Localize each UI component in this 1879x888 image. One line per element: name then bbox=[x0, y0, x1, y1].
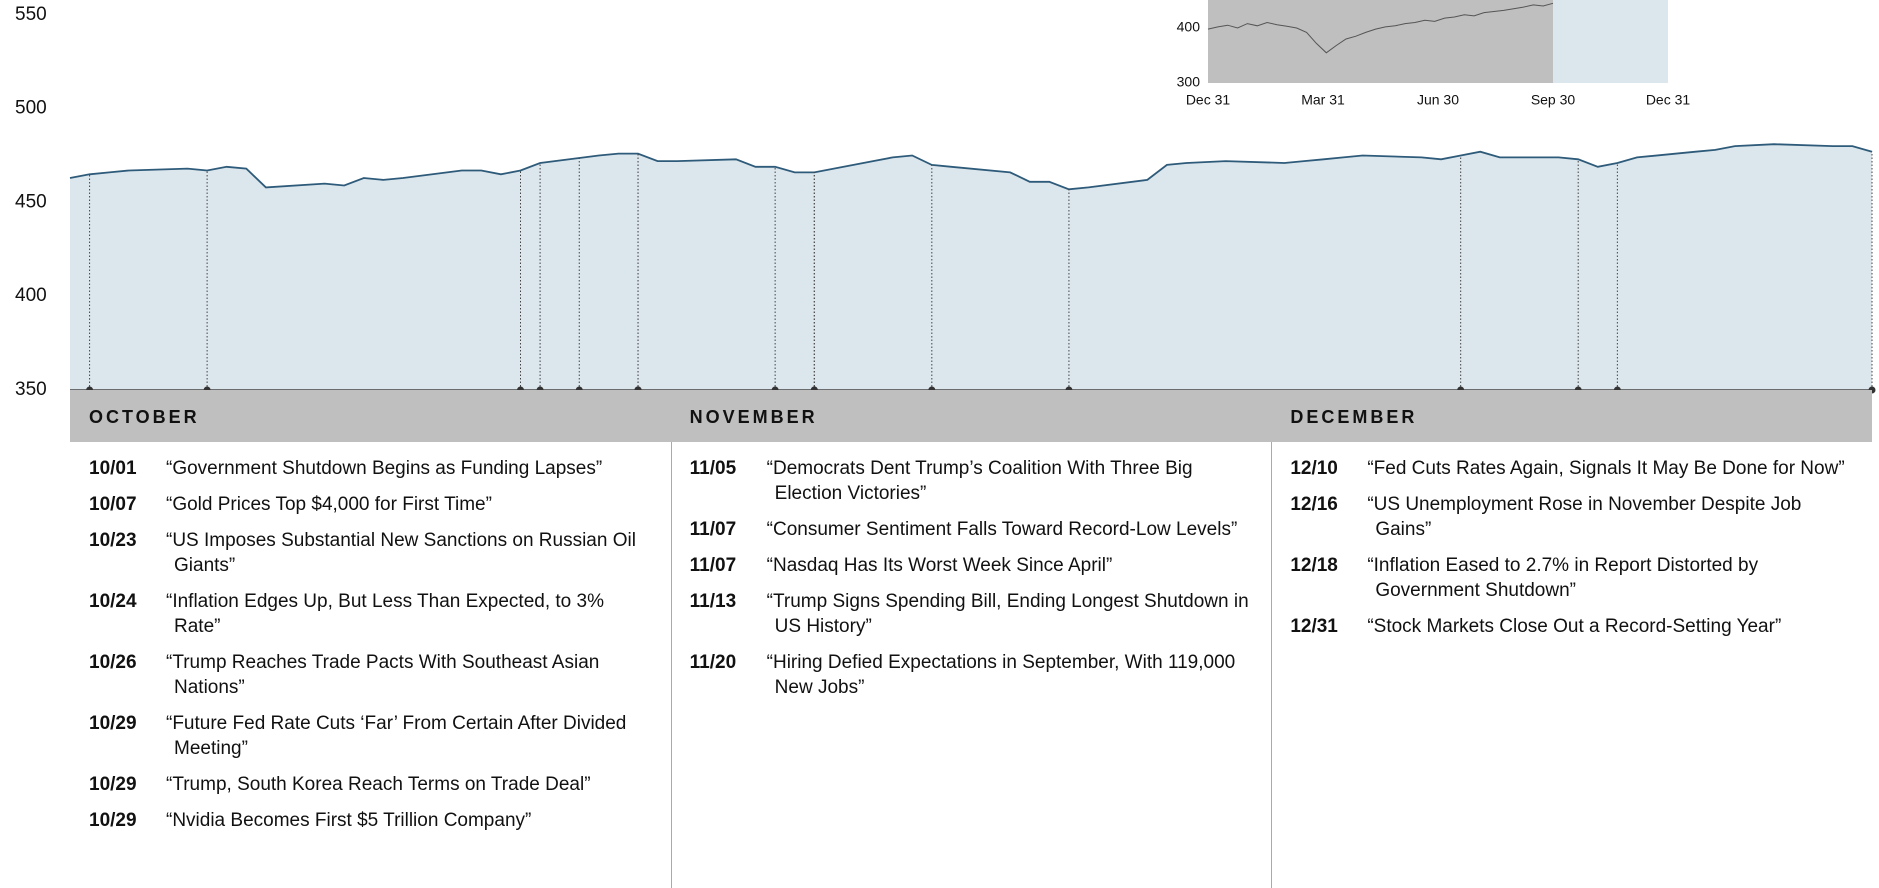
column-separator bbox=[1271, 442, 1273, 888]
event: 12/16 “US Unemployment Rose in November D… bbox=[1290, 492, 1852, 542]
inset-x-tick-label: Dec 31 bbox=[1186, 92, 1231, 108]
inset-line bbox=[1207, 2, 1554, 54]
inset-band bbox=[1208, 0, 1323, 83]
event-headline: “Gold Prices Top $4,000 for First Time” bbox=[166, 494, 492, 515]
event-headline: “US Unemployment Rose in November Despit… bbox=[1367, 494, 1802, 540]
y-tick-label: 400 bbox=[15, 285, 47, 306]
event-date: 11/20 bbox=[689, 652, 737, 673]
inset-x-tick-label: Mar 31 bbox=[1301, 92, 1345, 108]
event-date: 10/24 bbox=[89, 591, 137, 612]
event: 10/24 “Inflation Edges Up, But Less Than … bbox=[89, 589, 651, 639]
event: 11/13 “Trump Signs Spending Bill, Ending … bbox=[690, 589, 1252, 639]
inset-y-tick-label: 300 bbox=[1177, 74, 1201, 90]
event-date: 10/29 bbox=[89, 774, 137, 795]
event-date: 10/23 bbox=[89, 530, 137, 551]
event-headline: “Trump Signs Spending Bill, Ending Longe… bbox=[766, 591, 1249, 637]
event-headline: “Government Shutdown Begins as Funding L… bbox=[166, 458, 603, 479]
event-date: 12/31 bbox=[1290, 616, 1338, 637]
event-date: 11/07 bbox=[689, 555, 737, 576]
event: 12/18 “Inflation Eased to 2.7% in Report … bbox=[1290, 553, 1852, 603]
event: 10/26 “Trump Reaches Trade Pacts With Sou… bbox=[89, 650, 651, 700]
event-list: 12/10 “Fed Cuts Rates Again, Signals It M… bbox=[1271, 442, 1872, 639]
y-tick-label: 550 bbox=[15, 4, 47, 25]
event-headline: “Trump, South Korea Reach Terms on Trade… bbox=[166, 774, 591, 795]
month-header: NOVEMBER bbox=[670, 390, 1272, 442]
month-header: OCTOBER bbox=[70, 390, 671, 442]
month-column: DECEMBER 12/10 “Fed Cuts Rates Again, Sign… bbox=[1271, 390, 1872, 888]
event-list: 10/01 “Government Shutdown Begins as Fund… bbox=[70, 442, 671, 833]
event: 10/07 “Gold Prices Top $4,000 for First T… bbox=[89, 492, 651, 517]
inset-band bbox=[1323, 0, 1438, 83]
area-fill bbox=[70, 144, 1872, 390]
event-date: 11/13 bbox=[689, 591, 737, 612]
event-headline: “Trump Reaches Trade Pacts With Southeas… bbox=[166, 652, 600, 698]
event-headline: “Inflation Edges Up, But Less Than Expec… bbox=[166, 591, 604, 637]
event-date: 10/01 bbox=[89, 458, 137, 479]
event: 12/10 “Fed Cuts Rates Again, Signals It M… bbox=[1290, 456, 1852, 481]
event-headline: “Hiring Defied Expectations in September… bbox=[766, 652, 1236, 698]
event-headline: “Stock Markets Close Out a Record-Settin… bbox=[1367, 616, 1782, 637]
event-headline: “Future Fed Rate Cuts ‘Far’ From Certain… bbox=[166, 713, 627, 759]
event-headline: “Fed Cuts Rates Again, Signals It May Be… bbox=[1367, 458, 1845, 479]
inset-x-tick-label: Jun 30 bbox=[1417, 92, 1459, 108]
event: 10/29 “Future Fed Rate Cuts ‘Far’ From Ce… bbox=[89, 711, 651, 761]
inset-x-tick-label: Sep 30 bbox=[1531, 92, 1576, 108]
event: 10/29 “Trump, South Korea Reach Terms on … bbox=[89, 772, 651, 797]
event-date: 10/29 bbox=[89, 810, 137, 831]
event-date: 12/16 bbox=[1290, 494, 1338, 515]
event: 10/01 “Government Shutdown Begins as Fund… bbox=[89, 456, 651, 481]
event-headline: “Nasdaq Has Its Worst Week Since April” bbox=[766, 555, 1113, 576]
event: 11/20 “Hiring Defied Expectations in Sept… bbox=[690, 650, 1252, 700]
inset-y-tick-label: 400 bbox=[1177, 19, 1201, 35]
event-list: 11/05 “Democrats Dent Trump’s Coalition W… bbox=[671, 442, 1272, 700]
event-date: 12/18 bbox=[1290, 555, 1338, 576]
month-column: OCTOBER 10/01 “Government Shutdown Begins … bbox=[70, 390, 671, 888]
inset-band bbox=[1438, 0, 1553, 83]
event-headline: “Inflation Eased to 2.7% in Report Disto… bbox=[1367, 555, 1759, 601]
event-headline: “US Imposes Substantial New Sanctions on… bbox=[166, 530, 636, 576]
event: 10/23 “US Imposes Substantial New Sanctio… bbox=[89, 528, 651, 578]
event-date: 10/26 bbox=[89, 652, 137, 673]
event: 11/05 “Democrats Dent Trump’s Coalition W… bbox=[690, 456, 1252, 506]
event-date: 11/05 bbox=[689, 458, 737, 479]
event-headline: “Consumer Sentiment Falls Toward Record-… bbox=[766, 519, 1238, 540]
event-date: 10/29 bbox=[89, 713, 137, 734]
inset-x-tick-label: Dec 31 bbox=[1646, 92, 1691, 108]
event-date: 10/07 bbox=[89, 494, 137, 515]
event-headline: “Democrats Dent Trump’s Coalition With T… bbox=[766, 458, 1193, 504]
event-headline: “Nvidia Becomes First $5 Trillion Compan… bbox=[166, 810, 532, 831]
month-header: DECEMBER bbox=[1271, 390, 1872, 442]
event: 10/29 “Nvidia Becomes First $5 Trillion C… bbox=[89, 808, 651, 833]
inset-band bbox=[1553, 0, 1668, 83]
y-tick-label: 500 bbox=[15, 98, 47, 119]
event-date: 11/07 bbox=[689, 519, 737, 540]
event: 11/07 “Consumer Sentiment Falls Toward Re… bbox=[690, 517, 1252, 542]
y-tick-label: 350 bbox=[15, 379, 47, 400]
y-tick-label: 450 bbox=[15, 191, 47, 212]
event: 12/31 “Stock Markets Close Out a Record-S… bbox=[1290, 614, 1852, 639]
event-date: 12/10 bbox=[1290, 458, 1338, 479]
event: 11/07 “Nasdaq Has Its Worst Week Since Ap… bbox=[690, 553, 1252, 578]
column-separator bbox=[670, 442, 672, 888]
month-column: NOVEMBER 11/05 “Democrats Dent Trump’s Coa… bbox=[670, 390, 1272, 888]
